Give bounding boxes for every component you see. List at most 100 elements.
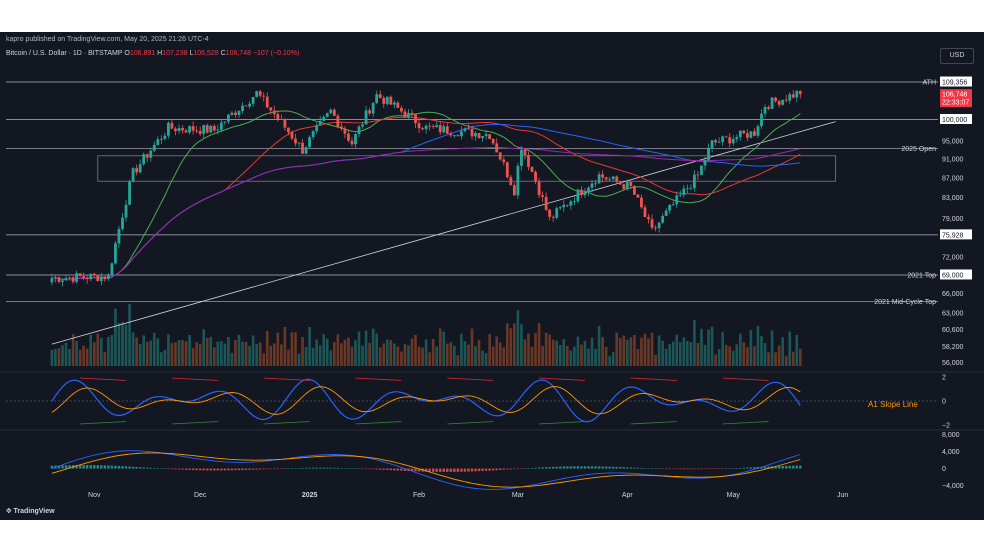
price-tick-label: 83,000 [942,195,964,202]
candle-body [322,116,326,121]
osc-slope-line [263,421,310,425]
candle-body [301,142,304,154]
candle-body [742,130,746,134]
histogram-bar [269,468,272,470]
candle-body [378,94,382,98]
candle-body [622,184,626,189]
candle-body [399,107,403,112]
histogram-bar [135,466,138,469]
volume-bar [474,346,477,366]
histogram-bar [657,468,661,470]
candle-body [50,278,54,283]
candle-body [354,134,357,145]
volume-bar [92,342,96,366]
volume-bar [548,334,551,366]
candle-body [438,125,442,133]
volume-bar [449,342,453,366]
price-chart[interactable]: ATH 2025 Open 2021 Top 2021 Mid-Cycle Top 56… [0,32,984,520]
candle-body [156,139,160,145]
signal-line [51,452,801,488]
candle-body [738,130,742,138]
histogram-bar [177,468,181,470]
candle-body [174,128,177,132]
candle-body [114,243,117,264]
candle-body [68,277,71,279]
volume-bar [671,341,675,366]
candle-body [781,99,785,105]
histogram-bar [124,466,128,469]
volume-bar [767,352,770,366]
candle-body [710,140,714,149]
histogram-bar [297,468,301,469]
histogram-bar [541,467,544,469]
histogram-bar [597,466,601,469]
candle-body [276,114,280,120]
candle-body [357,126,361,135]
histogram-bar [379,468,382,470]
candle-body [414,114,417,124]
histogram-bar [382,468,385,470]
histogram-bar [467,468,470,472]
volume-bar [290,332,294,366]
histogram-bar [414,468,417,472]
candle-body [294,138,297,144]
volume-bar [788,331,792,366]
volume-bar [661,340,664,366]
chart-frame: kapro published on TradingView.com, May … [0,32,984,520]
candle-body [558,207,562,209]
high-label: H [157,50,163,57]
volume-bar [562,339,566,366]
candle-body [325,113,329,117]
volume-bar [167,334,170,366]
candle-body [516,165,520,196]
candle-body [311,131,315,138]
volume-bar [54,349,57,366]
volume-bar [248,346,251,366]
candle-body [75,273,79,282]
candle-body [421,128,424,130]
price-tick-label: 58,200 [942,344,964,351]
candle-body [230,112,234,115]
candle-body [368,110,372,114]
candle-body [548,209,552,217]
histogram-bar [85,465,89,469]
candle-body [117,228,121,244]
volume-bar [534,332,537,366]
volume-bar [537,323,541,366]
hist-tick-label: 4,000 [942,449,960,456]
volume-bar [654,354,657,366]
level-label: 2021 Top [907,272,936,279]
candle-body [565,204,569,206]
histogram-bar [333,467,336,469]
candle-body [735,137,739,140]
candle-body [675,195,679,205]
volume-bar [220,341,223,366]
candle-body [460,131,463,137]
candle-body [258,91,262,96]
histogram-bar [276,468,280,470]
volume-bar [227,336,230,366]
histogram-bar [160,468,163,470]
candle-body [685,188,689,190]
volume-bar [650,332,654,366]
histogram-bar [523,468,527,469]
histogram-bar [273,468,276,470]
candle-body [329,109,333,114]
candle-body [544,196,548,210]
candle-body [135,168,139,173]
volume-bar [149,340,153,366]
candle-body [64,278,68,281]
currency-button[interactable]: USD [940,48,974,64]
volume-bar [488,334,491,366]
histogram-bar [633,467,636,469]
candle-body [707,148,710,161]
low-label: L [189,50,194,57]
volume-bar [456,355,460,366]
histogram-bar [774,466,777,469]
candle-body [99,276,103,281]
level-label: 2025 Open [901,146,936,153]
histogram-bar [576,466,580,469]
volume-bar [223,343,227,366]
histogram-bar [248,468,251,470]
candle-body [382,97,386,104]
